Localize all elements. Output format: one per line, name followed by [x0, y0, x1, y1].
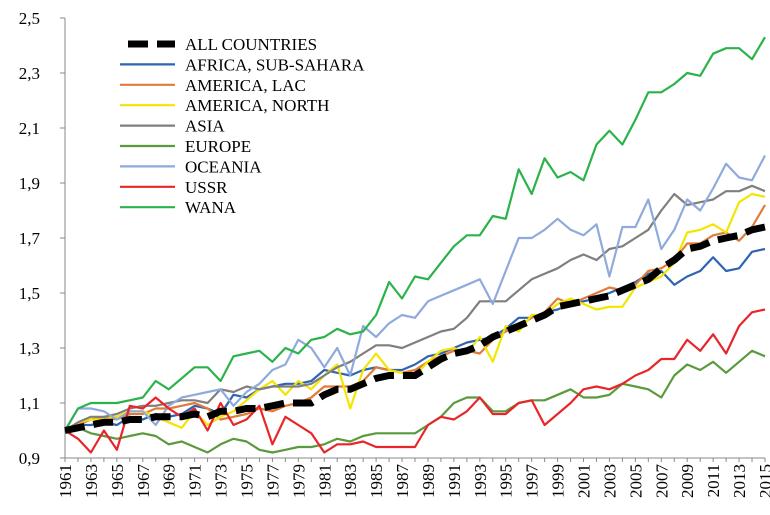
x-tick-label: 1985	[367, 464, 386, 498]
series-line	[64, 36, 766, 432]
y-tick-label: 1,5	[19, 284, 40, 303]
x-tick-label: 2009	[678, 464, 697, 498]
x-tick-label: 2005	[626, 464, 645, 498]
y-tick-label: 1,3	[19, 339, 40, 358]
series-line	[64, 223, 766, 434]
y-tick-label: 1,9	[19, 174, 40, 193]
x-tick-label: 1989	[419, 464, 438, 498]
series-line	[64, 308, 766, 454]
x-tick-label: 1987	[393, 464, 412, 499]
y-tick-label: 1,1	[19, 394, 40, 413]
x-tick-label: 2015	[756, 464, 770, 498]
x-tick-label: 2013	[730, 464, 749, 498]
legend-label: ASIA	[185, 117, 225, 136]
x-tick-label: 1971	[186, 464, 205, 498]
x-tick-label: 1995	[497, 464, 516, 498]
x-tick-label: 2003	[600, 464, 619, 498]
y-tick-label: 2,1	[19, 119, 40, 138]
x-tick-label: 1991	[445, 464, 464, 498]
x-tick-label: 1967	[134, 464, 153, 499]
legend-label: WANA	[185, 198, 237, 217]
x-tick-label: 1997	[523, 464, 542, 499]
legend-label: AMERICA, NORTH	[185, 96, 329, 115]
legend-label: OCEANIA	[185, 157, 262, 176]
series-line	[64, 349, 766, 454]
y-tick-label: 2,3	[19, 64, 40, 83]
x-tick-label: 2007	[652, 464, 671, 499]
series-line	[64, 184, 766, 432]
series-line	[64, 192, 766, 432]
x-tick-label: 1961	[56, 464, 75, 498]
x-tick-label: 1977	[263, 464, 282, 499]
x-tick-label: 1993	[471, 464, 490, 498]
x-tick-label: 1965	[108, 464, 127, 498]
x-tick-label: 1979	[289, 464, 308, 498]
series-line	[64, 204, 766, 432]
x-tick-label: 2011	[704, 464, 723, 497]
x-tick-label: 2001	[575, 464, 594, 498]
series-line	[64, 154, 766, 432]
legend-label: AFRICA, SUB-SAHARA	[185, 55, 365, 74]
y-tick-label: 2,5	[19, 9, 40, 28]
legend-label: USSR	[185, 178, 228, 197]
x-tick-label: 1981	[315, 464, 334, 498]
x-tick-label: 1983	[341, 464, 360, 498]
y-tick-label: 1,7	[19, 229, 41, 248]
legend-label: EUROPE	[185, 137, 251, 156]
x-tick-label: 1973	[212, 464, 231, 498]
x-tick-label: 1963	[82, 464, 101, 498]
legend-label: ALL COUNTRIES	[185, 35, 317, 54]
legend-label: AMERICA, LAC	[185, 76, 306, 95]
y-tick-label: 0,9	[19, 449, 40, 468]
x-tick-label: 1975	[237, 464, 256, 498]
x-tick-label: 1999	[549, 464, 568, 498]
x-tick-label: 1969	[160, 464, 179, 498]
